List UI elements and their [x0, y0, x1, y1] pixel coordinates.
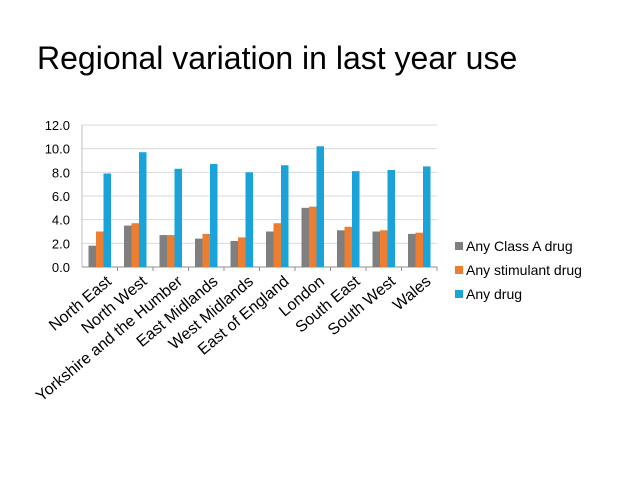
bar-any-drug	[352, 171, 360, 267]
y-tick-label: 0.0	[52, 260, 70, 275]
bar-any-class-a-drug	[230, 240, 238, 267]
bar-any-stimulant-drug	[238, 237, 246, 267]
bar-any-drug	[316, 146, 324, 267]
bar-any-drug	[387, 169, 395, 267]
bar-any-stimulant-drug	[167, 235, 175, 267]
legend-label: Any Class A drug	[466, 238, 573, 254]
y-tick-label: 6.0	[52, 189, 70, 204]
bar-any-drug	[281, 165, 289, 267]
bar-any-drug	[174, 168, 182, 267]
legend-label: Any stimulant drug	[466, 262, 582, 278]
y-tick-label: 8.0	[52, 165, 70, 180]
bar-any-drug	[423, 166, 431, 267]
bar-any-drug	[210, 164, 218, 267]
y-tick-label: 4.0	[52, 213, 70, 228]
bar-any-class-a-drug	[124, 225, 132, 267]
legend-swatch	[455, 266, 463, 274]
bar-any-class-a-drug	[301, 207, 309, 267]
bar-any-drug	[245, 172, 253, 267]
bar-any-drug	[139, 152, 147, 267]
legend-label: Any drug	[466, 286, 522, 302]
bar-any-stimulant-drug	[415, 232, 423, 267]
bar-any-stimulant-drug	[344, 226, 352, 267]
bar-any-stimulant-drug	[96, 231, 104, 267]
bar-any-drug	[103, 173, 111, 267]
x-tick-label: Yorkshire and the Humber	[33, 273, 186, 406]
y-tick-label: 12.0	[45, 118, 70, 133]
bar-any-class-a-drug	[195, 238, 203, 267]
legend-swatch	[455, 242, 463, 250]
bar-any-stimulant-drug	[380, 230, 388, 267]
y-tick-label: 10.0	[45, 142, 70, 157]
bar-any-stimulant-drug	[202, 233, 210, 267]
bar-any-stimulant-drug	[131, 223, 139, 267]
bar-any-class-a-drug	[159, 235, 167, 267]
x-tick-label: Wales	[390, 273, 435, 314]
bar-any-stimulant-drug	[273, 223, 281, 267]
bar-any-class-a-drug	[266, 231, 274, 267]
bar-any-stimulant-drug	[309, 206, 317, 267]
bar-any-class-a-drug	[372, 231, 380, 267]
page-title: Regional variation in last year use	[37, 40, 518, 76]
y-tick-label: 2.0	[52, 236, 70, 251]
bar-any-class-a-drug	[88, 245, 96, 267]
legend-swatch	[455, 290, 463, 298]
bar-any-class-a-drug	[337, 230, 345, 267]
bar-any-class-a-drug	[408, 233, 416, 267]
